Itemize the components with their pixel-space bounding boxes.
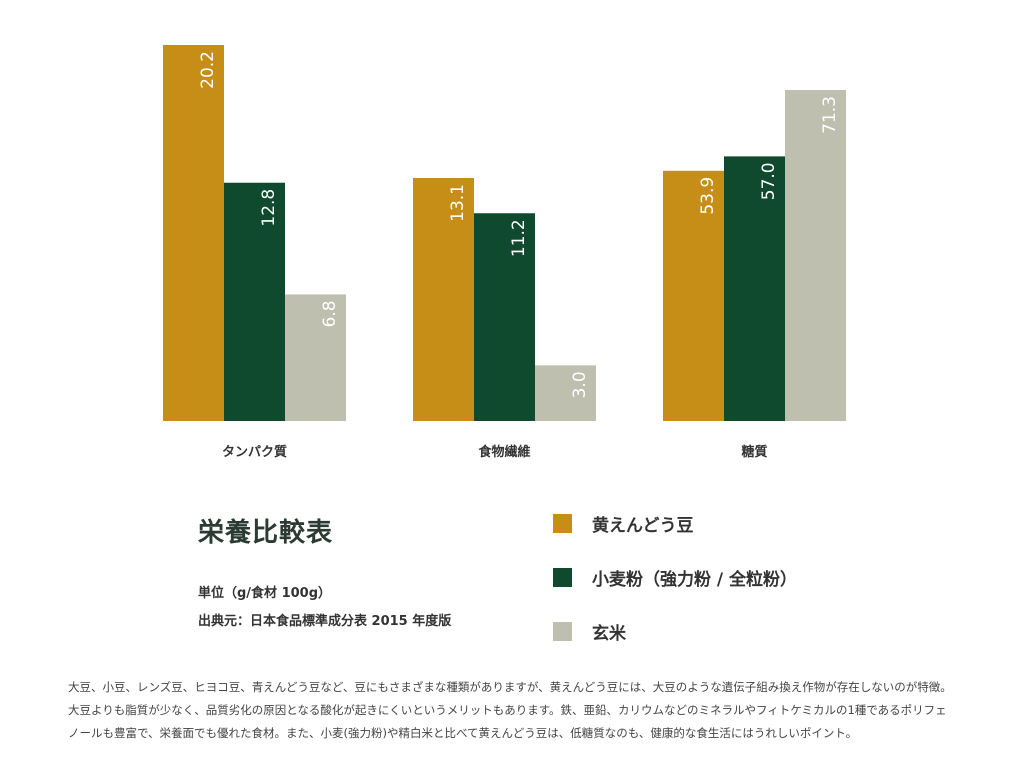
- bar: [224, 182, 285, 421]
- bar-value-label: 71.3: [820, 96, 840, 134]
- bar: [785, 90, 846, 421]
- description-text: 大豆、小豆、レンズ豆、ヒヨコ豆、青えんどう豆など、豆にもさまざまな種類があります…: [68, 680, 952, 740]
- bar: [724, 156, 785, 422]
- bar: [474, 213, 535, 421]
- bar: [163, 45, 224, 421]
- bar-value-label: 11.2: [509, 219, 529, 257]
- legend-swatch: [553, 621, 572, 641]
- category-label: 糖質: [741, 444, 767, 460]
- bar: [663, 170, 724, 421]
- legend-label: 玄米: [592, 623, 626, 644]
- source-note: 出典元：日本食品標準成分表 2015 年度版: [198, 614, 452, 629]
- bar-value-label: 12.8: [259, 189, 279, 227]
- chart-title: 栄養比較表: [198, 518, 334, 548]
- legend-swatch: [553, 513, 572, 533]
- legend-item-yellow-pea: 黄えんどう豆: [553, 496, 797, 550]
- bar-value-label: 57.0: [759, 162, 779, 200]
- legend-swatch: [553, 567, 572, 587]
- bar-value-label: 6.8: [320, 300, 340, 327]
- bar-value-label: 20.2: [198, 51, 218, 89]
- bar-chart: 20.2 12.8 6.8 タンパク質 13.1 11.2 3.0 食物繊維 53.9 57.0 7…: [163, 45, 846, 460]
- unit-note: 単位（g/食材 100g）: [198, 586, 332, 601]
- legend-item-wheat-flour: 小麦粉（強力粉 / 全粒粉）: [553, 550, 797, 604]
- bar-value-label: 3.0: [570, 371, 590, 398]
- bar: [413, 178, 474, 421]
- legend-label: 小麦粉（強力粉 / 全粒粉）: [592, 569, 798, 590]
- legend-item-brown-rice: 玄米: [553, 604, 797, 658]
- category-label: タンパク質: [222, 444, 287, 460]
- category-label: 食物繊維: [478, 444, 530, 460]
- legend-label: 黄えんどう豆: [592, 515, 694, 536]
- bar: [285, 294, 346, 421]
- bar-value-label: 13.1: [448, 184, 468, 222]
- chart-legend: 黄えんどう豆 小麦粉（強力粉 / 全粒粉） 玄米: [553, 496, 797, 658]
- bar: [535, 365, 596, 421]
- bar-value-label: 53.9: [698, 177, 718, 215]
